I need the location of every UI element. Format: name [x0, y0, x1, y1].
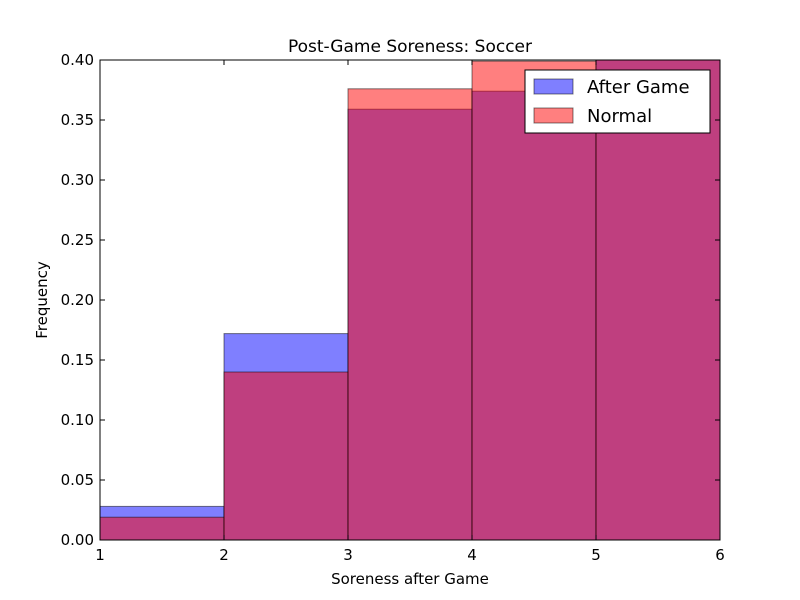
ticks-layer: 1 2 3 4 5 6 0.00 0.05 0.10 0.15 0.20 0.25 0.30 0.35 0.… [61, 51, 725, 564]
legend-label-1: After Game [587, 77, 690, 98]
chart-title: Post-Game Soreness: Soccer [288, 37, 532, 57]
x-tick-label: 3 [343, 546, 353, 564]
bars-layer [99, 59, 721, 541]
y-axis-label: Frequency [33, 261, 51, 339]
x-tick-label: 6 [715, 546, 725, 564]
y-tick-label: 0.35 [61, 111, 94, 129]
bar-series2-bin3 [347, 88, 473, 541]
y-tick-label: 0.00 [61, 531, 94, 549]
y-tick-label: 0.40 [61, 51, 94, 69]
legend: After Game Normal [524, 69, 711, 134]
y-tick-label: 0.20 [61, 291, 94, 309]
bar-series2-bin4 [471, 60, 597, 541]
legend-swatch-2 [533, 107, 574, 124]
x-tick-label: 4 [467, 546, 477, 564]
x-tick-label: 2 [219, 546, 229, 564]
bar-series2-bin5 [595, 59, 721, 541]
y-tick-label: 0.10 [61, 411, 94, 429]
x-tick-label: 1 [95, 546, 105, 564]
y-tick-label: 0.15 [61, 351, 94, 369]
legend-swatch-1 [533, 78, 574, 95]
y-tick-label: 0.05 [61, 471, 94, 489]
x-tick-label: 5 [591, 546, 601, 564]
legend-label-2: Normal [587, 106, 652, 127]
y-tick-label: 0.30 [61, 171, 94, 189]
x-axis-label: Soreness after Game [331, 570, 489, 588]
y-tick-label: 0.25 [61, 231, 94, 249]
bar-series2-bin2 [223, 371, 349, 541]
bar-series2-bin1 [99, 516, 225, 541]
